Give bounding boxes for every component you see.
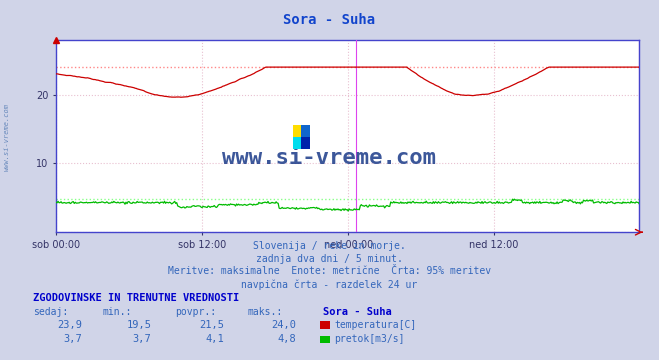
Text: pretok[m3/s]: pretok[m3/s] <box>334 334 405 344</box>
Text: Sora - Suha: Sora - Suha <box>323 307 391 317</box>
Text: ZGODOVINSKE IN TRENUTNE VREDNOSTI: ZGODOVINSKE IN TRENUTNE VREDNOSTI <box>33 293 239 303</box>
Text: 4,8: 4,8 <box>278 334 297 344</box>
Text: sedaj:: sedaj: <box>33 307 68 317</box>
Text: povpr.:: povpr.: <box>175 307 215 317</box>
Text: min.:: min.: <box>102 307 132 317</box>
Text: www.si-vreme.com: www.si-vreme.com <box>3 103 10 171</box>
Text: Meritve: maksimalne  Enote: metrične  Črta: 95% meritev: Meritve: maksimalne Enote: metrične Črta… <box>168 266 491 276</box>
Text: www.si-vreme.com: www.si-vreme.com <box>223 148 436 168</box>
Text: 4,1: 4,1 <box>206 334 224 344</box>
Text: 23,9: 23,9 <box>57 320 82 330</box>
Text: Slovenija / reke in morje.: Slovenija / reke in morje. <box>253 241 406 251</box>
Text: 19,5: 19,5 <box>127 320 152 330</box>
Text: maks.:: maks.: <box>247 307 282 317</box>
Text: 3,7: 3,7 <box>133 334 152 344</box>
Text: 24,0: 24,0 <box>272 320 297 330</box>
Text: 3,7: 3,7 <box>64 334 82 344</box>
Text: zadnja dva dni / 5 minut.: zadnja dva dni / 5 minut. <box>256 254 403 264</box>
Text: temperatura[C]: temperatura[C] <box>334 320 416 330</box>
Text: navpična črta - razdelek 24 ur: navpična črta - razdelek 24 ur <box>241 279 418 289</box>
Text: Sora - Suha: Sora - Suha <box>283 13 376 27</box>
Text: 21,5: 21,5 <box>199 320 224 330</box>
